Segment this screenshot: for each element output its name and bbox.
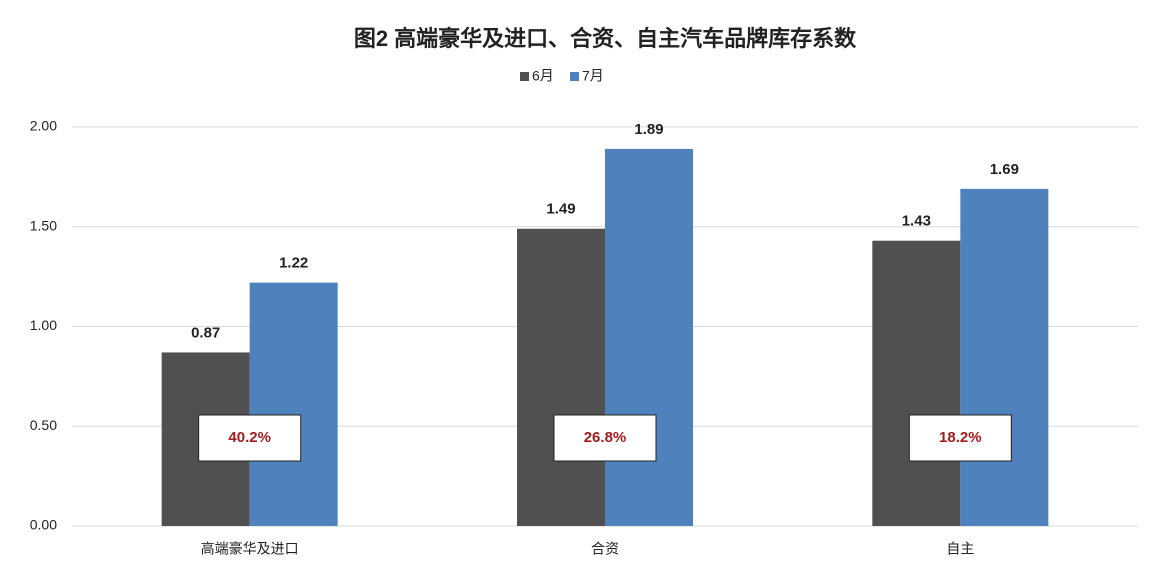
y-tick-label: 0.50 <box>30 417 57 433</box>
bar <box>517 228 605 526</box>
y-tick-label: 1.00 <box>30 317 57 333</box>
x-tick-label: 合资 <box>591 541 619 557</box>
legend-swatch <box>520 72 529 81</box>
y-tick-label: 1.50 <box>30 217 57 233</box>
annotation: 40.2% <box>228 429 271 446</box>
value-label: 1.69 <box>990 161 1019 178</box>
x-tick-label: 高端豪华及进口 <box>201 541 299 557</box>
value-label: 1.89 <box>634 121 663 138</box>
bar <box>960 188 1049 526</box>
annotation-box <box>553 414 657 462</box>
annotation-box <box>198 414 302 462</box>
legend-label: 7月 <box>582 68 604 84</box>
y-tick-label: 2.00 <box>30 118 57 134</box>
annotation: 18.2% <box>939 429 982 446</box>
legend-label: 6月 <box>532 68 554 84</box>
chart-title: 图2 高端豪华及进口、合资、自主汽车品牌库存系数 <box>354 26 857 51</box>
value-label: 0.87 <box>191 324 220 341</box>
annotation: 26.8% <box>584 429 627 446</box>
x-tick-label: 自主 <box>946 541 974 557</box>
bar <box>872 240 961 526</box>
bar <box>249 282 338 526</box>
bar <box>605 148 693 526</box>
annotation-box <box>908 414 1012 462</box>
y-tick-label: 0.00 <box>30 517 57 533</box>
value-label: 1.22 <box>279 255 308 272</box>
value-label: 1.49 <box>546 201 575 218</box>
legend-swatch <box>570 72 579 81</box>
value-label: 1.43 <box>902 213 931 230</box>
